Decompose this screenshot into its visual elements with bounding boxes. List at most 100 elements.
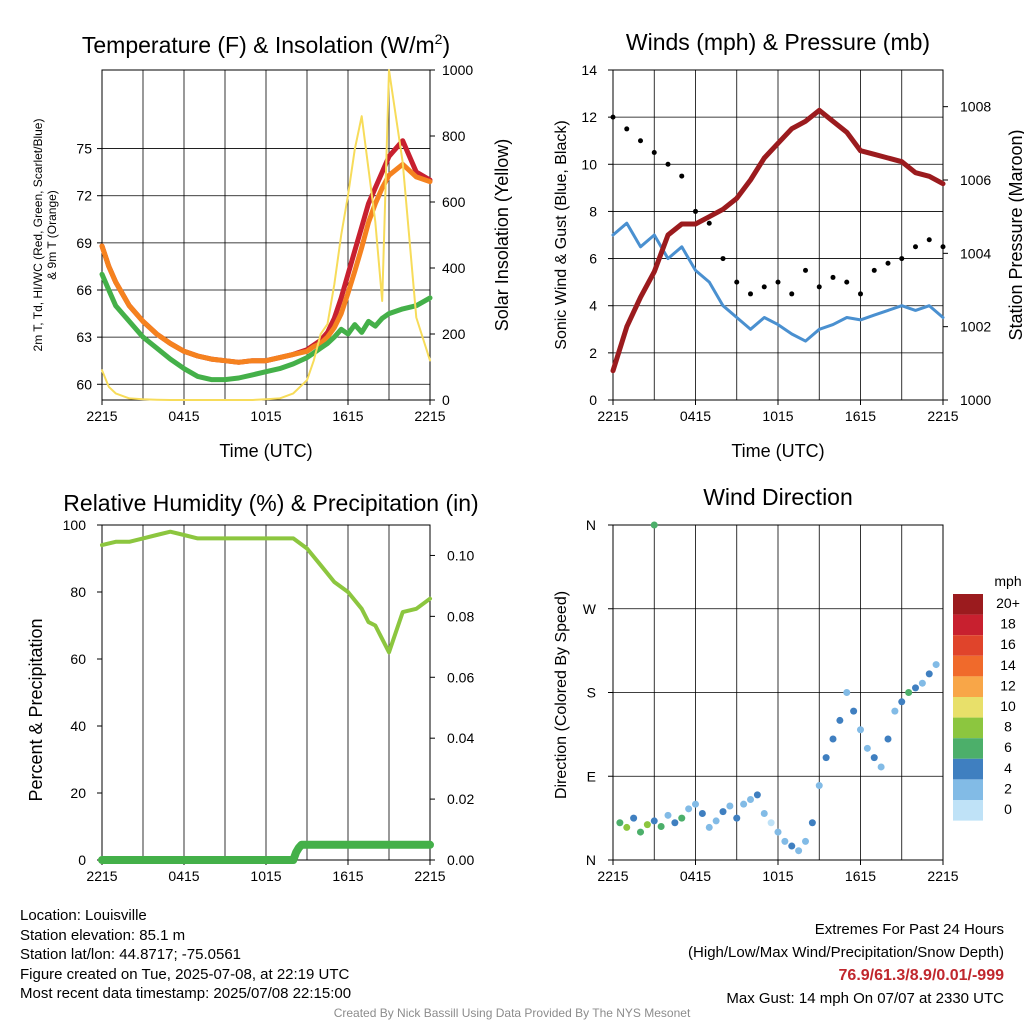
y-right-tick-label: 1002 — [960, 319, 991, 335]
x-tick-label: 1615 — [332, 408, 363, 424]
legend-label: 10 — [1000, 698, 1016, 714]
legend-label: 0 — [1004, 801, 1012, 817]
direction-point — [664, 811, 672, 819]
y-axis-label: Sonic Wind & Gust (Blue, Black) — [553, 120, 570, 349]
gust-point — [610, 114, 616, 120]
gust-point — [706, 220, 712, 226]
x-axis-label: Time (UTC) — [219, 441, 312, 461]
y-tick-label: E — [587, 768, 596, 784]
y-tick-label: 4 — [589, 298, 597, 314]
gust-point — [761, 284, 767, 290]
direction-point — [733, 814, 741, 822]
legend-label: 18 — [1000, 616, 1016, 632]
y-axis-label: Direction (Colored By Speed) — [553, 591, 570, 799]
y-tick-label: 69 — [76, 235, 92, 251]
x-tick-label: 2215 — [86, 868, 117, 884]
extremes-box: Extremes For Past 24 Hours (High/Low/Max… — [688, 918, 1004, 1010]
x-axis-label: Time (UTC) — [731, 441, 824, 461]
legend-swatch — [953, 635, 983, 656]
y-tick-label: 75 — [76, 141, 92, 157]
direction-point — [843, 689, 851, 696]
precipitation-line — [98, 840, 434, 864]
direction-point — [898, 698, 906, 706]
direction-point — [932, 661, 940, 669]
gust-point — [899, 256, 905, 262]
direction-point — [657, 823, 665, 830]
y-right-axis-label: Station Pressure (Maroon) — [1006, 129, 1024, 340]
panel-title: Wind Direction — [703, 484, 853, 510]
direction-point — [767, 819, 775, 827]
panel-3: 2215 0415 1015 1615 2215 Wind Direction N E S W N D… — [553, 484, 1022, 884]
legend-swatch — [953, 779, 983, 800]
direction-point — [630, 814, 638, 822]
x-tick-label: 2215 — [414, 868, 445, 884]
location-text: Location: Louisville — [20, 907, 147, 924]
legend-swatch — [953, 697, 983, 718]
direction-point — [760, 809, 768, 817]
y-right-tick-label: 1000 — [442, 62, 473, 78]
gust-point — [871, 267, 877, 273]
y-right-tick-label: 0.08 — [447, 608, 474, 624]
y-tick-label: W — [583, 601, 597, 617]
y-right-tick-label: 800 — [442, 128, 466, 144]
direction-point — [712, 817, 720, 825]
y-tick-label: 20 — [70, 785, 86, 801]
gust-point — [720, 256, 726, 262]
direction-point — [918, 679, 926, 687]
y-right-tick-label: 600 — [442, 194, 466, 210]
direction-point — [802, 837, 809, 845]
x-tick-label: 2215 — [597, 408, 628, 424]
y-tick-label: 60 — [76, 376, 92, 392]
y-tick-label: 6 — [589, 251, 597, 267]
direction-point — [781, 837, 789, 845]
meteogram-panels: 2215 0415 1015 1615 2215 Temperature (F) & In… — [26, 29, 1024, 884]
x-tick-label: 1615 — [845, 408, 876, 424]
legend-label: 14 — [1000, 657, 1016, 673]
direction-point — [795, 847, 803, 855]
direction-point — [870, 754, 878, 762]
direction-point — [815, 782, 823, 790]
extremes-title: Extremes For Past 24 Hours — [814, 921, 1004, 938]
y-tick-label: 72 — [76, 188, 92, 204]
gust-point — [816, 284, 822, 290]
y-tick-label: 14 — [581, 62, 597, 78]
y-tick-label: S — [587, 685, 596, 701]
x-tick-label: 1615 — [332, 868, 363, 884]
elevation-text: Station elevation: 85.1 m — [20, 926, 186, 944]
legend-title: mph — [994, 573, 1021, 589]
direction-point — [671, 819, 679, 827]
direction-point — [788, 842, 796, 850]
temp-series-line-2 — [99, 271, 433, 383]
direction-point — [912, 684, 919, 692]
x-tick-label: 1015 — [762, 868, 793, 884]
direction-point — [650, 521, 658, 529]
direction-point — [705, 823, 713, 831]
direction-point — [719, 808, 727, 816]
gust-point — [844, 279, 850, 285]
gust-point — [748, 291, 753, 297]
gust-point — [679, 173, 685, 179]
y-tick-label: N — [586, 852, 596, 868]
direction-point — [905, 689, 913, 696]
credit-text: Created By Nick Bassill Using Data Provi… — [333, 1006, 691, 1020]
legend-swatch — [953, 800, 983, 821]
x-tick-label: 0415 — [168, 408, 199, 424]
gust-point — [734, 279, 740, 285]
direction-point — [774, 828, 782, 836]
y-tick-label: 2 — [589, 345, 597, 361]
direction-point — [863, 744, 871, 752]
x-tick-label: 2215 — [597, 868, 628, 884]
legend-swatch — [953, 594, 983, 615]
y-tick-label: 66 — [76, 282, 92, 298]
y-tick-label: 12 — [581, 109, 597, 125]
legend-label: 20+ — [996, 595, 1020, 611]
gust-point — [858, 291, 863, 297]
y-right-tick-label: 1006 — [960, 172, 991, 188]
y-right-tick-label: 0.04 — [447, 730, 474, 746]
y-axis-label-line2: & 9m T (Orange) — [45, 190, 59, 280]
y-tick-label: N — [586, 517, 596, 533]
direction-point — [829, 735, 837, 743]
y-tick-label: 40 — [70, 718, 86, 734]
legend-label: 12 — [1000, 677, 1016, 693]
x-tick-label: 0415 — [168, 868, 199, 884]
